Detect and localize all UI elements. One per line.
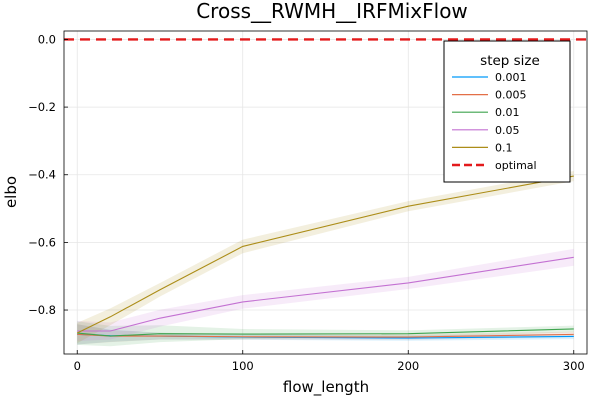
y-tick-label: −0.4	[28, 168, 56, 182]
legend-title: step size	[480, 53, 540, 69]
series-lines	[76, 175, 574, 339]
legend: step size 0.001 0.005 0.01 0.05 0.1 optimal	[443, 40, 571, 183]
legend-box	[443, 40, 571, 183]
plot-frame	[63, 30, 588, 355]
legend-label-0.05: 0.05	[495, 124, 520, 137]
y-tick-label: −0.8	[28, 303, 56, 317]
legend-label-0.01: 0.01	[495, 106, 520, 119]
legend-label-optimal: optimal	[495, 159, 537, 172]
x-tick-label: 300	[563, 359, 585, 373]
x-axis-label: flow_length	[283, 378, 369, 397]
y-axis-label: elbo	[2, 176, 20, 208]
legend-label-0.005: 0.005	[495, 89, 527, 102]
y-ticks: 0.0 −0.2 −0.4 −0.6 −0.8	[28, 32, 68, 317]
series-line-0.01	[77, 328, 574, 337]
series-band-0.05	[77, 248, 574, 342]
chart-title: Cross__RWMH__IRFMixFlow	[196, 0, 468, 23]
series-line-0.05	[77, 256, 574, 332]
series-line-0.1	[76, 175, 574, 334]
x-tick-label: 200	[397, 359, 419, 373]
x-ticks: 0 100 200 300	[74, 350, 585, 373]
y-tick-label: −0.2	[28, 100, 56, 114]
y-tick-label: −0.6	[28, 235, 56, 249]
x-tick-label: 100	[232, 359, 254, 373]
x-tick-label: 0	[74, 359, 81, 373]
series-band-0.001	[77, 324, 574, 345]
y-tick-label: 0.0	[38, 32, 56, 46]
series-band-0.1	[77, 171, 574, 344]
legend-label-0.001: 0.001	[495, 71, 527, 84]
legend-label-0.1: 0.1	[495, 141, 513, 154]
